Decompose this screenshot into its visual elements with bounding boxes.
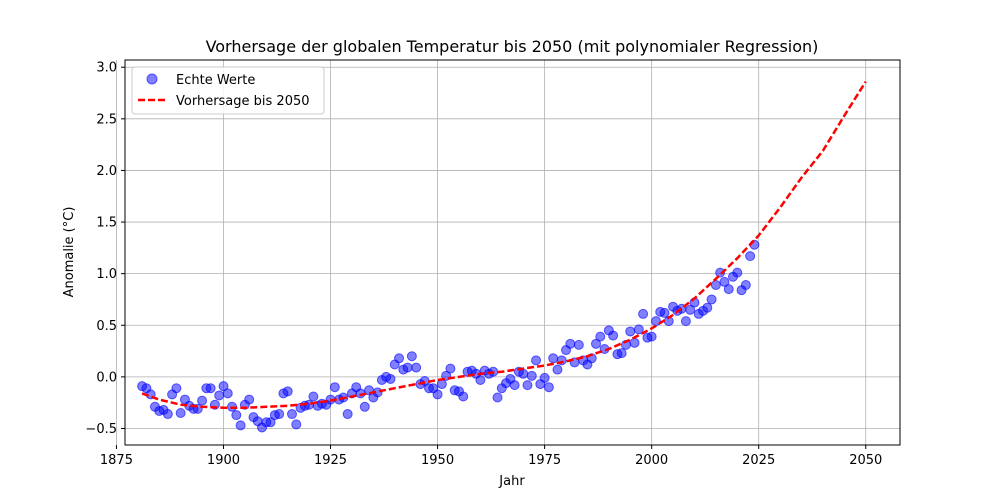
data-point [359,401,370,412]
y-tick-label: 0.0 [96,370,117,385]
data-point [740,280,751,291]
data-point [633,324,644,335]
data-point [286,409,297,420]
x-tick-label: 2000 [635,453,668,468]
data-point [616,348,627,359]
data-point [235,420,246,431]
data-point [706,294,717,305]
grid [116,60,900,445]
data-point [265,417,276,428]
data-point [548,353,559,364]
data-point [590,338,601,349]
data-point [573,339,584,350]
data-point [745,251,756,262]
data-point [492,392,503,403]
y-axis: −0.5 0.0 0.5 1.0 1.5 2.0 2.5 3.0 [85,61,125,437]
data-point [458,391,469,402]
data-point [509,380,520,391]
data-point [710,280,721,291]
x-tick-label: 1975 [528,453,561,468]
data-point [552,364,563,375]
x-axis: 1875 1900 1925 1950 1975 2000 2025 2050 [100,445,882,468]
plot-frame [124,59,901,446]
data-point [329,382,340,393]
data-point [659,307,670,318]
data-point [715,267,726,278]
data-point [539,372,550,383]
data-point [274,409,285,420]
x-tick-label: 1925 [314,453,347,468]
legend-box [131,66,325,115]
y-tick-label: 0.5 [96,319,117,334]
data-point [526,370,537,381]
data-point [205,383,216,394]
x-tick-label: 1900 [207,453,240,468]
data-point [402,362,413,373]
data-point [723,284,734,295]
data-point [175,408,186,419]
legend-marker-echte-werte [146,73,158,85]
x-tick-label: 1875 [100,453,133,468]
data-point [685,304,696,315]
data-point [244,394,255,405]
data-point [218,381,229,392]
data-point [197,395,208,406]
data-point [625,326,636,337]
plot-area [137,81,867,433]
data-point [608,330,619,341]
data-point [282,386,293,397]
data-point [680,316,691,327]
data-point [214,390,225,401]
data-point [308,391,319,402]
x-tick-label: 1950 [421,453,454,468]
legend: Echte Werte Vorhersage bis 2050 [131,66,325,115]
data-point [222,388,233,399]
data-point [385,373,396,384]
y-axis-label: Anomalie (°C) [62,207,77,298]
prediction-line [141,81,867,410]
data-point [595,331,606,342]
x-tick-label: 2025 [742,453,775,468]
data-point [475,374,486,385]
legend-label-vorhersage: Vorhersage bis 2050 [176,94,310,109]
data-point [291,419,302,430]
y-tick-label: 2.0 [96,164,117,179]
x-axis-label: Jahr [498,474,525,489]
data-point [518,368,529,379]
data-point [394,353,405,364]
data-point [171,383,182,394]
y-tick-label: 2.5 [96,112,117,127]
y-tick-label: 1.5 [96,216,117,231]
data-point [432,389,443,400]
y-tick-label: −0.5 [85,422,117,437]
data-point [342,409,353,420]
data-point [445,363,456,374]
data-point [531,355,542,366]
data-point [719,276,730,287]
data-point [543,382,554,393]
legend-label-echte-werte: Echte Werte [176,73,255,88]
data-point [406,351,417,362]
y-tick-label: 1.0 [96,267,117,282]
x-tick-label: 2050 [849,453,882,468]
data-point [565,338,576,349]
data-point [646,331,657,342]
chart-title: Vorhersage der globalen Temperatur bis 2… [206,37,819,56]
data-point [732,267,743,278]
data-point [522,380,533,391]
data-point [231,410,242,421]
data-point [629,337,640,348]
y-tick-label: 3.0 [96,61,117,76]
data-point [162,409,173,420]
data-point [702,302,713,313]
data-point [638,308,649,319]
data-point [411,362,422,373]
